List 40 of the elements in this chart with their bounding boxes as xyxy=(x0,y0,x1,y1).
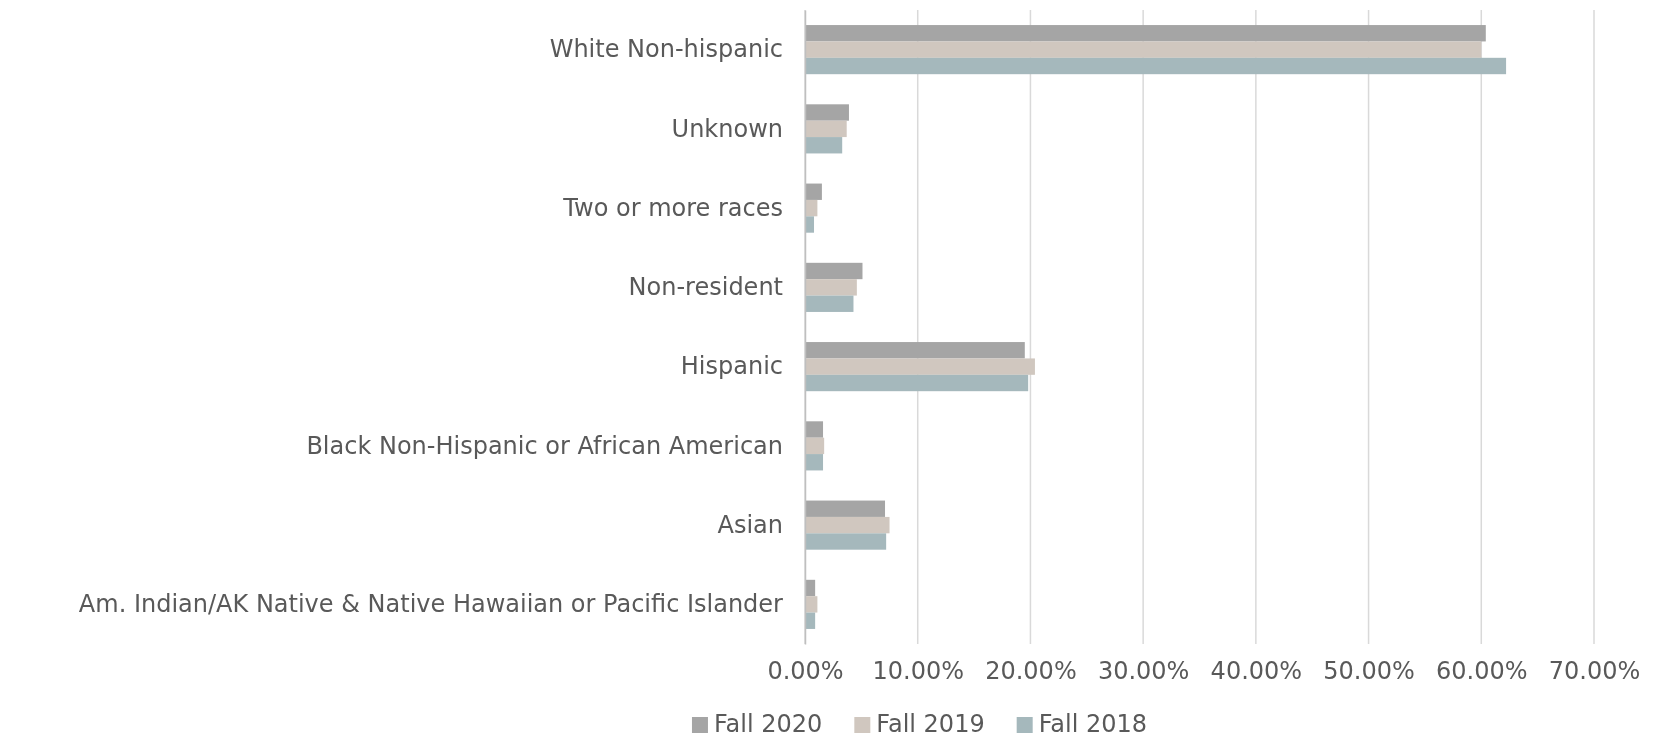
x-tick-label: 20.00% xyxy=(985,657,1077,686)
legend-label: Fall 2020 xyxy=(713,710,823,738)
bar xyxy=(805,137,843,154)
y-tick-label: Asian xyxy=(717,510,783,539)
bar xyxy=(805,596,818,613)
y-tick-label: Non-resident xyxy=(628,273,783,302)
bar xyxy=(805,216,815,233)
bar xyxy=(805,342,1025,359)
bar xyxy=(805,454,824,471)
x-tick-label: 60.00% xyxy=(1436,657,1528,686)
bar xyxy=(805,25,1486,42)
bar xyxy=(805,437,825,455)
y-tick-label: Am. Indian/AK Native & Native Hawaiian or Pacific Islander xyxy=(78,590,784,619)
bar xyxy=(805,262,863,280)
bar xyxy=(805,104,849,121)
bar xyxy=(805,279,857,296)
bar xyxy=(805,421,824,438)
legend-label: Fall 2019 xyxy=(876,710,985,738)
x-tick-label: 30.00% xyxy=(1097,657,1190,686)
x-tick-label: 70.00% xyxy=(1548,657,1641,686)
bar xyxy=(805,533,887,550)
bar xyxy=(805,120,847,138)
bar xyxy=(805,500,886,517)
bar xyxy=(805,183,822,200)
x-tick-label: 50.00% xyxy=(1323,657,1415,686)
y-tick-label: Two or more races xyxy=(562,193,783,222)
bar xyxy=(805,295,854,312)
bar xyxy=(805,374,1029,392)
x-tick-label: 0.00% xyxy=(767,657,844,686)
y-tick-label: White Non-hispanic xyxy=(549,35,783,64)
y-tick-label: Hispanic xyxy=(680,352,783,381)
x-tick-label: 40.00% xyxy=(1210,657,1303,686)
y-tick-label: Black Non-Hispanic or African American xyxy=(306,431,783,460)
x-tick-label: 10.00% xyxy=(872,657,964,686)
legend-label: Fall 2018 xyxy=(1038,710,1148,738)
y-tick-label: Unknown xyxy=(671,114,783,143)
bar xyxy=(805,41,1482,58)
bar xyxy=(805,516,890,534)
bar xyxy=(805,358,1035,375)
bar xyxy=(805,57,1507,75)
